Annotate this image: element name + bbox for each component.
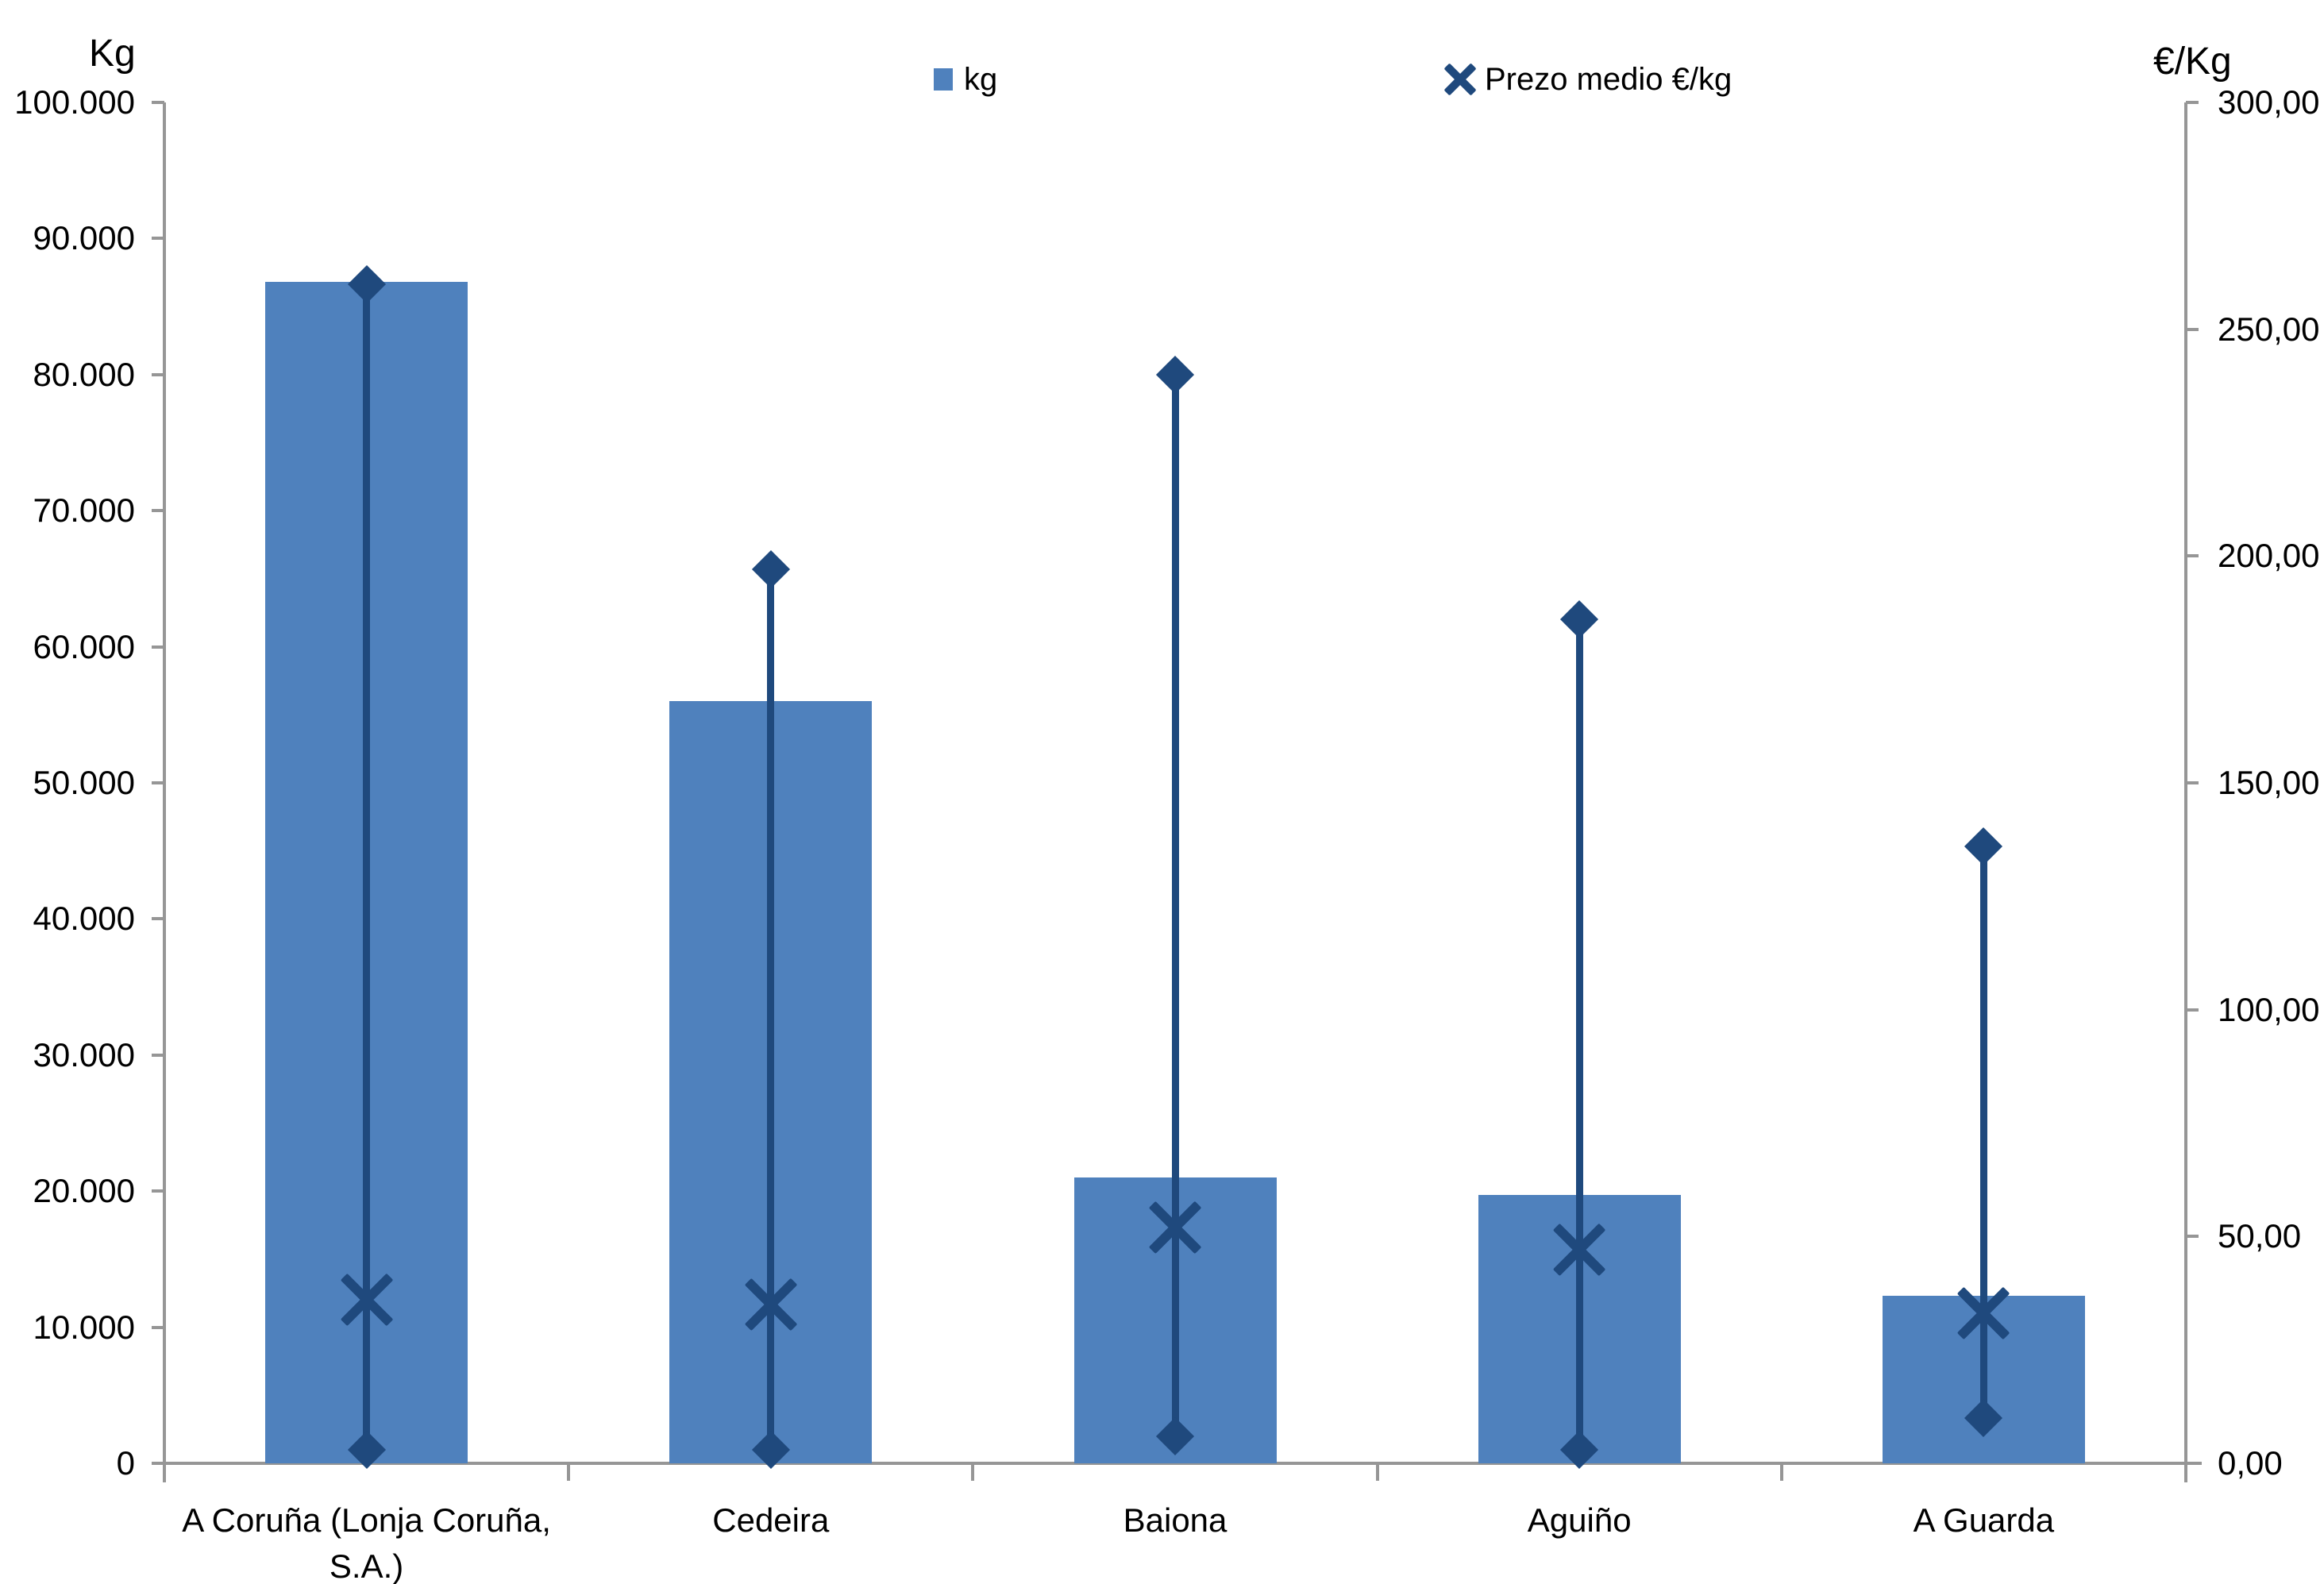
category-label: A Coruña (Lonja Coruña, S.A.) [182, 1501, 551, 1584]
right-axis-tick [2186, 327, 2199, 331]
left-axis-tick [152, 1189, 164, 1193]
right-axis-tick [2186, 1008, 2199, 1012]
left-axis-tick [152, 645, 164, 649]
left-axis-title: Kg [89, 33, 136, 75]
left-axis-tick [152, 1053, 164, 1057]
left-axis-tick [152, 781, 164, 784]
left-axis-tick [152, 237, 164, 241]
left-axis-tick [152, 1325, 164, 1329]
right-axis-tick [2186, 1235, 2199, 1239]
price-max-marker [1964, 827, 2003, 866]
left-axis-tick-label: 100.000 [14, 83, 135, 121]
right-axis-tick [2186, 1462, 2199, 1465]
right-axis-tick-label: 250,00 [2218, 310, 2320, 348]
kg-legend-swatch-icon [934, 68, 953, 91]
x-axis-tick [163, 1463, 166, 1481]
left-axis-tick-label: 30.000 [33, 1035, 135, 1073]
right-axis-tick-label: 0,00 [2218, 1444, 2283, 1482]
price-range-line [1171, 374, 1179, 1436]
price-range-line [363, 283, 371, 1450]
right-axis-line [2184, 102, 2187, 1482]
x-axis-line [163, 1462, 2202, 1465]
x-marker-legend-icon [1447, 66, 1474, 93]
legend-item-prezo-medio: Prezo medio €/kg [1447, 62, 1732, 97]
price-range-line [1979, 846, 1987, 1418]
right-axis-tick [2186, 554, 2199, 558]
legend-item-kg: kg [934, 62, 997, 97]
left-axis-tick-label: 70.000 [33, 491, 135, 530]
left-axis-tick [152, 101, 164, 104]
left-axis-tick-label: 10.000 [33, 1308, 135, 1346]
price-avg-marker [748, 1281, 794, 1328]
left-axis-line [163, 102, 166, 1482]
left-axis-tick-label: 40.000 [33, 900, 135, 938]
category-label: Aguiño [1527, 1501, 1632, 1539]
price-max-marker [751, 550, 790, 589]
left-axis-tick-label: 90.000 [33, 219, 135, 257]
right-axis-tick-label: 200,00 [2218, 537, 2320, 575]
category-label: Baiona [1123, 1501, 1228, 1539]
right-axis-title: €/Kg [2153, 40, 2232, 83]
left-axis-tick-label: 20.000 [33, 1172, 135, 1210]
left-axis-tick-label: 80.000 [33, 355, 135, 393]
right-axis-tick-label: 150,00 [2218, 764, 2320, 801]
left-axis-tick [152, 917, 164, 921]
left-axis-tick-label: 50.000 [33, 764, 135, 801]
left-axis-tick [152, 372, 164, 376]
price-avg-marker [1960, 1290, 2006, 1336]
left-axis-tick-label: 60.000 [33, 627, 135, 665]
x-axis-tick [2184, 1463, 2187, 1481]
category-label: Cedeira [712, 1501, 830, 1539]
left-axis-tick [152, 1462, 164, 1465]
x-axis-tick [971, 1463, 975, 1481]
price-range-line [1575, 619, 1583, 1450]
prezo-medio-legend-label: Prezo medio €/kg [1485, 62, 1732, 97]
category-label: A Guarda [1913, 1501, 2055, 1539]
price-range-line [767, 569, 775, 1450]
price-max-marker [1155, 355, 1195, 394]
price-avg-marker [1556, 1227, 1602, 1273]
x-axis-tick [1779, 1463, 1783, 1481]
x-axis-tick [567, 1463, 571, 1481]
price-avg-marker [1152, 1204, 1198, 1251]
right-axis-tick-label: 300,00 [2218, 83, 2320, 121]
legend: kg Prezo medio €/kg [0, 62, 2324, 110]
x-axis-tick [1375, 1463, 1379, 1481]
right-axis-tick-label: 100,00 [2218, 990, 2320, 1028]
right-axis-tick [2186, 101, 2199, 104]
price-avg-marker [344, 1277, 390, 1323]
kg-legend-label: kg [964, 62, 998, 97]
left-axis-tick [152, 509, 164, 513]
left-axis-tick-label: 0 [116, 1444, 135, 1482]
price-max-marker [1560, 600, 1599, 639]
right-axis-tick [2186, 781, 2199, 784]
right-axis-tick-label: 50,00 [2218, 1217, 2302, 1255]
